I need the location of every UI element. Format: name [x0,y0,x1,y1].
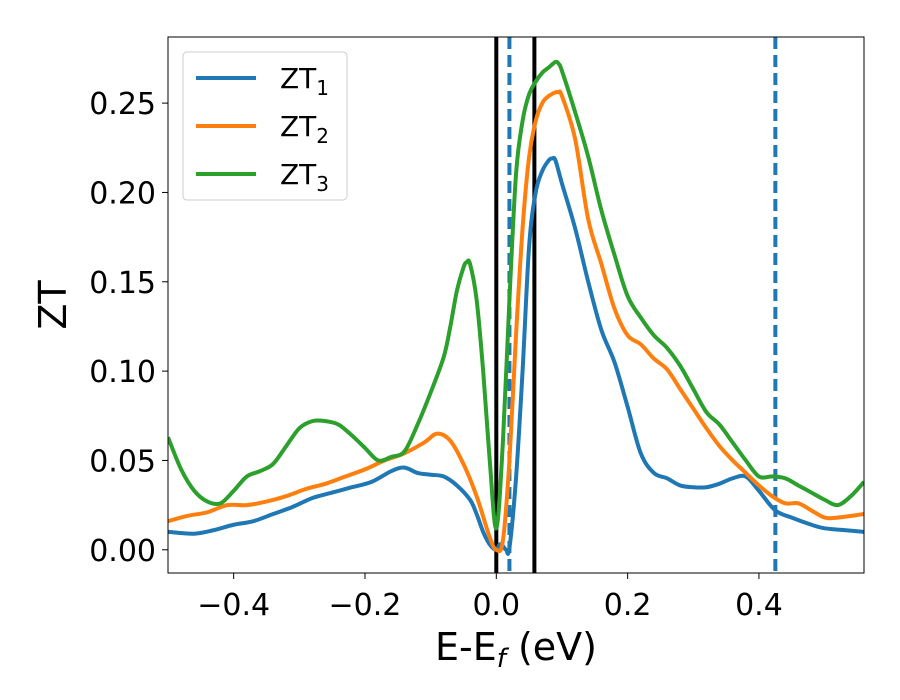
series-line-zt3 [168,59,864,531]
x-tick-label: 0.4 [735,588,783,623]
series-line-zt1 [168,155,864,556]
y-axis-label: ZT [31,280,75,330]
x-tick-label: −0.4 [197,588,270,623]
x-axis-label-main: E-E [435,625,497,669]
x-axis-label-unit: (eV) [506,625,597,669]
series-line-zt2 [168,89,864,554]
legend-label-zt3: ZT3 [280,158,329,196]
legend-box [182,51,348,201]
x-tick-label: 0.0 [472,588,520,623]
x-axis-ticks: −0.4 −0.2 0.0 0.2 0.4 [197,573,783,623]
y-tick-label: 0.00 [89,534,156,569]
y-axis-ticks: 0.00 0.05 0.10 0.15 0.20 0.25 [89,87,168,569]
x-tick-label: −0.2 [329,588,402,623]
legend-label-subscript: 2 [316,124,329,148]
legend-label-subscript: 3 [316,172,329,196]
y-tick-label: 0.10 [89,355,156,390]
legend-label-main: ZT [280,158,317,191]
legend-label-zt2: ZT2 [280,110,329,148]
legend-label-zt1: ZT1 [280,62,329,100]
plot-frame [167,36,865,574]
y-tick-label: 0.25 [89,87,156,122]
y-tick-label: 0.05 [89,444,156,479]
y-tick-label: 0.20 [89,176,156,211]
x-axis-label: E-Ef (eV) [435,625,597,674]
series-group [168,59,864,556]
legend-label-main: ZT [280,62,317,95]
x-tick-label: 0.2 [604,588,652,623]
legend-label-main: ZT [280,110,317,143]
y-tick-label: 0.15 [89,266,156,301]
legend-label-subscript: 1 [316,76,329,100]
